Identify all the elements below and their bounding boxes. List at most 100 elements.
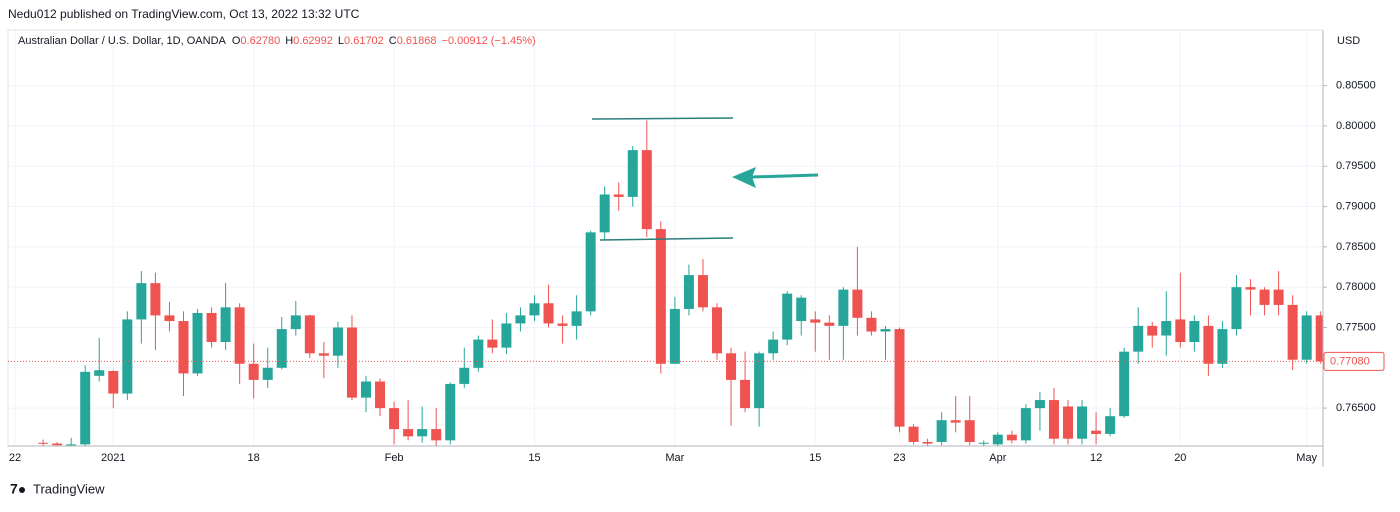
candle-body xyxy=(192,312,203,374)
candle-body xyxy=(473,339,484,368)
candle-body xyxy=(852,289,863,318)
candle-body xyxy=(992,434,1003,445)
candle-body xyxy=(248,363,259,380)
ohlc-value: 0.62780 xyxy=(240,35,280,47)
candle-body xyxy=(655,229,666,364)
y-tick-label: 0.80500 xyxy=(1336,80,1376,92)
arrow-head xyxy=(732,167,756,188)
logo-mark: 7 xyxy=(10,481,18,497)
candle-body xyxy=(543,303,554,324)
candle-body xyxy=(866,317,877,332)
candle-body xyxy=(66,444,77,446)
ohlc-key: H xyxy=(285,35,293,47)
candle-body xyxy=(1034,400,1045,409)
x-tick-label: Apr xyxy=(989,452,1006,464)
candle-body xyxy=(571,311,582,326)
candle-body xyxy=(641,150,652,230)
candle-body xyxy=(52,443,63,446)
x-tick-label: 15 xyxy=(528,452,540,464)
last-price-tag xyxy=(1323,351,1385,371)
candle-body xyxy=(304,315,315,354)
candle-body xyxy=(1077,406,1088,439)
candle-body xyxy=(613,194,624,197)
candle-body xyxy=(389,408,400,430)
candle-body xyxy=(936,420,947,442)
candle-body xyxy=(627,150,638,197)
x-tick-label: 20 xyxy=(1174,452,1186,464)
x-tick-label: 15 xyxy=(809,452,821,464)
candle-body xyxy=(122,319,133,394)
candle-body xyxy=(1133,325,1144,352)
candle-body xyxy=(908,426,919,442)
candle-body xyxy=(403,429,414,437)
candle-body xyxy=(950,420,961,423)
candle-body xyxy=(38,442,49,444)
x-tick-label: 18 xyxy=(248,452,260,464)
arrow-shaft xyxy=(751,173,819,179)
candle-body xyxy=(501,323,512,348)
candle-body xyxy=(290,315,301,330)
y-tick-label: 0.79000 xyxy=(1336,200,1376,212)
candle-body xyxy=(796,297,807,322)
candle-body xyxy=(585,232,596,312)
candle-body xyxy=(1259,289,1270,305)
x-tick-label: 2021 xyxy=(101,452,125,464)
candle-body xyxy=(782,293,793,340)
candle-body xyxy=(234,307,245,364)
drawing-annotation xyxy=(591,117,819,241)
candle-body xyxy=(1048,400,1059,439)
candle-body xyxy=(754,353,765,409)
candle-body xyxy=(557,323,568,326)
candle-body xyxy=(1245,287,1256,290)
candle-body xyxy=(276,329,287,368)
candle-body xyxy=(150,283,161,316)
candle-body xyxy=(417,429,428,437)
candle-body xyxy=(697,275,708,308)
candle-body xyxy=(136,283,147,320)
candle-body xyxy=(1301,315,1312,360)
logo-dot xyxy=(19,487,25,493)
candle-body xyxy=(712,307,722,354)
candle-body xyxy=(1189,321,1200,342)
candle-body xyxy=(346,327,357,398)
candle-body xyxy=(1175,319,1186,342)
candle-body xyxy=(1105,416,1116,434)
x-tick-label: 23 xyxy=(893,452,905,464)
candle-body xyxy=(206,312,217,342)
candle-body xyxy=(487,339,498,348)
candle-body xyxy=(1315,315,1323,362)
candle-body xyxy=(1231,287,1242,330)
candle-body xyxy=(1063,406,1073,439)
ohlc-key: O xyxy=(232,35,241,47)
candle-body xyxy=(445,383,456,441)
ohlc-value: 0.62992 xyxy=(293,35,333,47)
candle-body xyxy=(431,429,442,441)
candle-body xyxy=(1161,321,1172,336)
candle-body xyxy=(1020,408,1031,441)
candle-body xyxy=(894,329,905,427)
x-tick-label: Mar xyxy=(665,452,684,464)
candle-body xyxy=(1203,325,1214,364)
candle-body xyxy=(94,370,105,376)
candle-body xyxy=(108,371,119,394)
x-tick-label: 22 xyxy=(9,452,21,464)
candle-body xyxy=(1273,289,1284,305)
candle-body xyxy=(164,315,175,322)
candle-body xyxy=(683,275,694,309)
candle-body xyxy=(880,329,891,332)
candle-body xyxy=(361,381,371,398)
candle-body xyxy=(515,315,526,324)
candle-body xyxy=(768,339,779,354)
ohlc-value: 0.61868 xyxy=(397,35,437,47)
y-tick-label: 0.76500 xyxy=(1336,402,1376,414)
candle-body xyxy=(375,381,386,409)
candle-body xyxy=(80,371,91,445)
footer-logo: 7 TradingView xyxy=(10,481,105,497)
candle-body xyxy=(332,327,343,356)
candle-body xyxy=(978,442,989,444)
candle-body xyxy=(740,379,751,409)
brand: TradingView xyxy=(33,481,105,496)
candle-body xyxy=(220,307,231,342)
candle-body xyxy=(178,321,189,374)
